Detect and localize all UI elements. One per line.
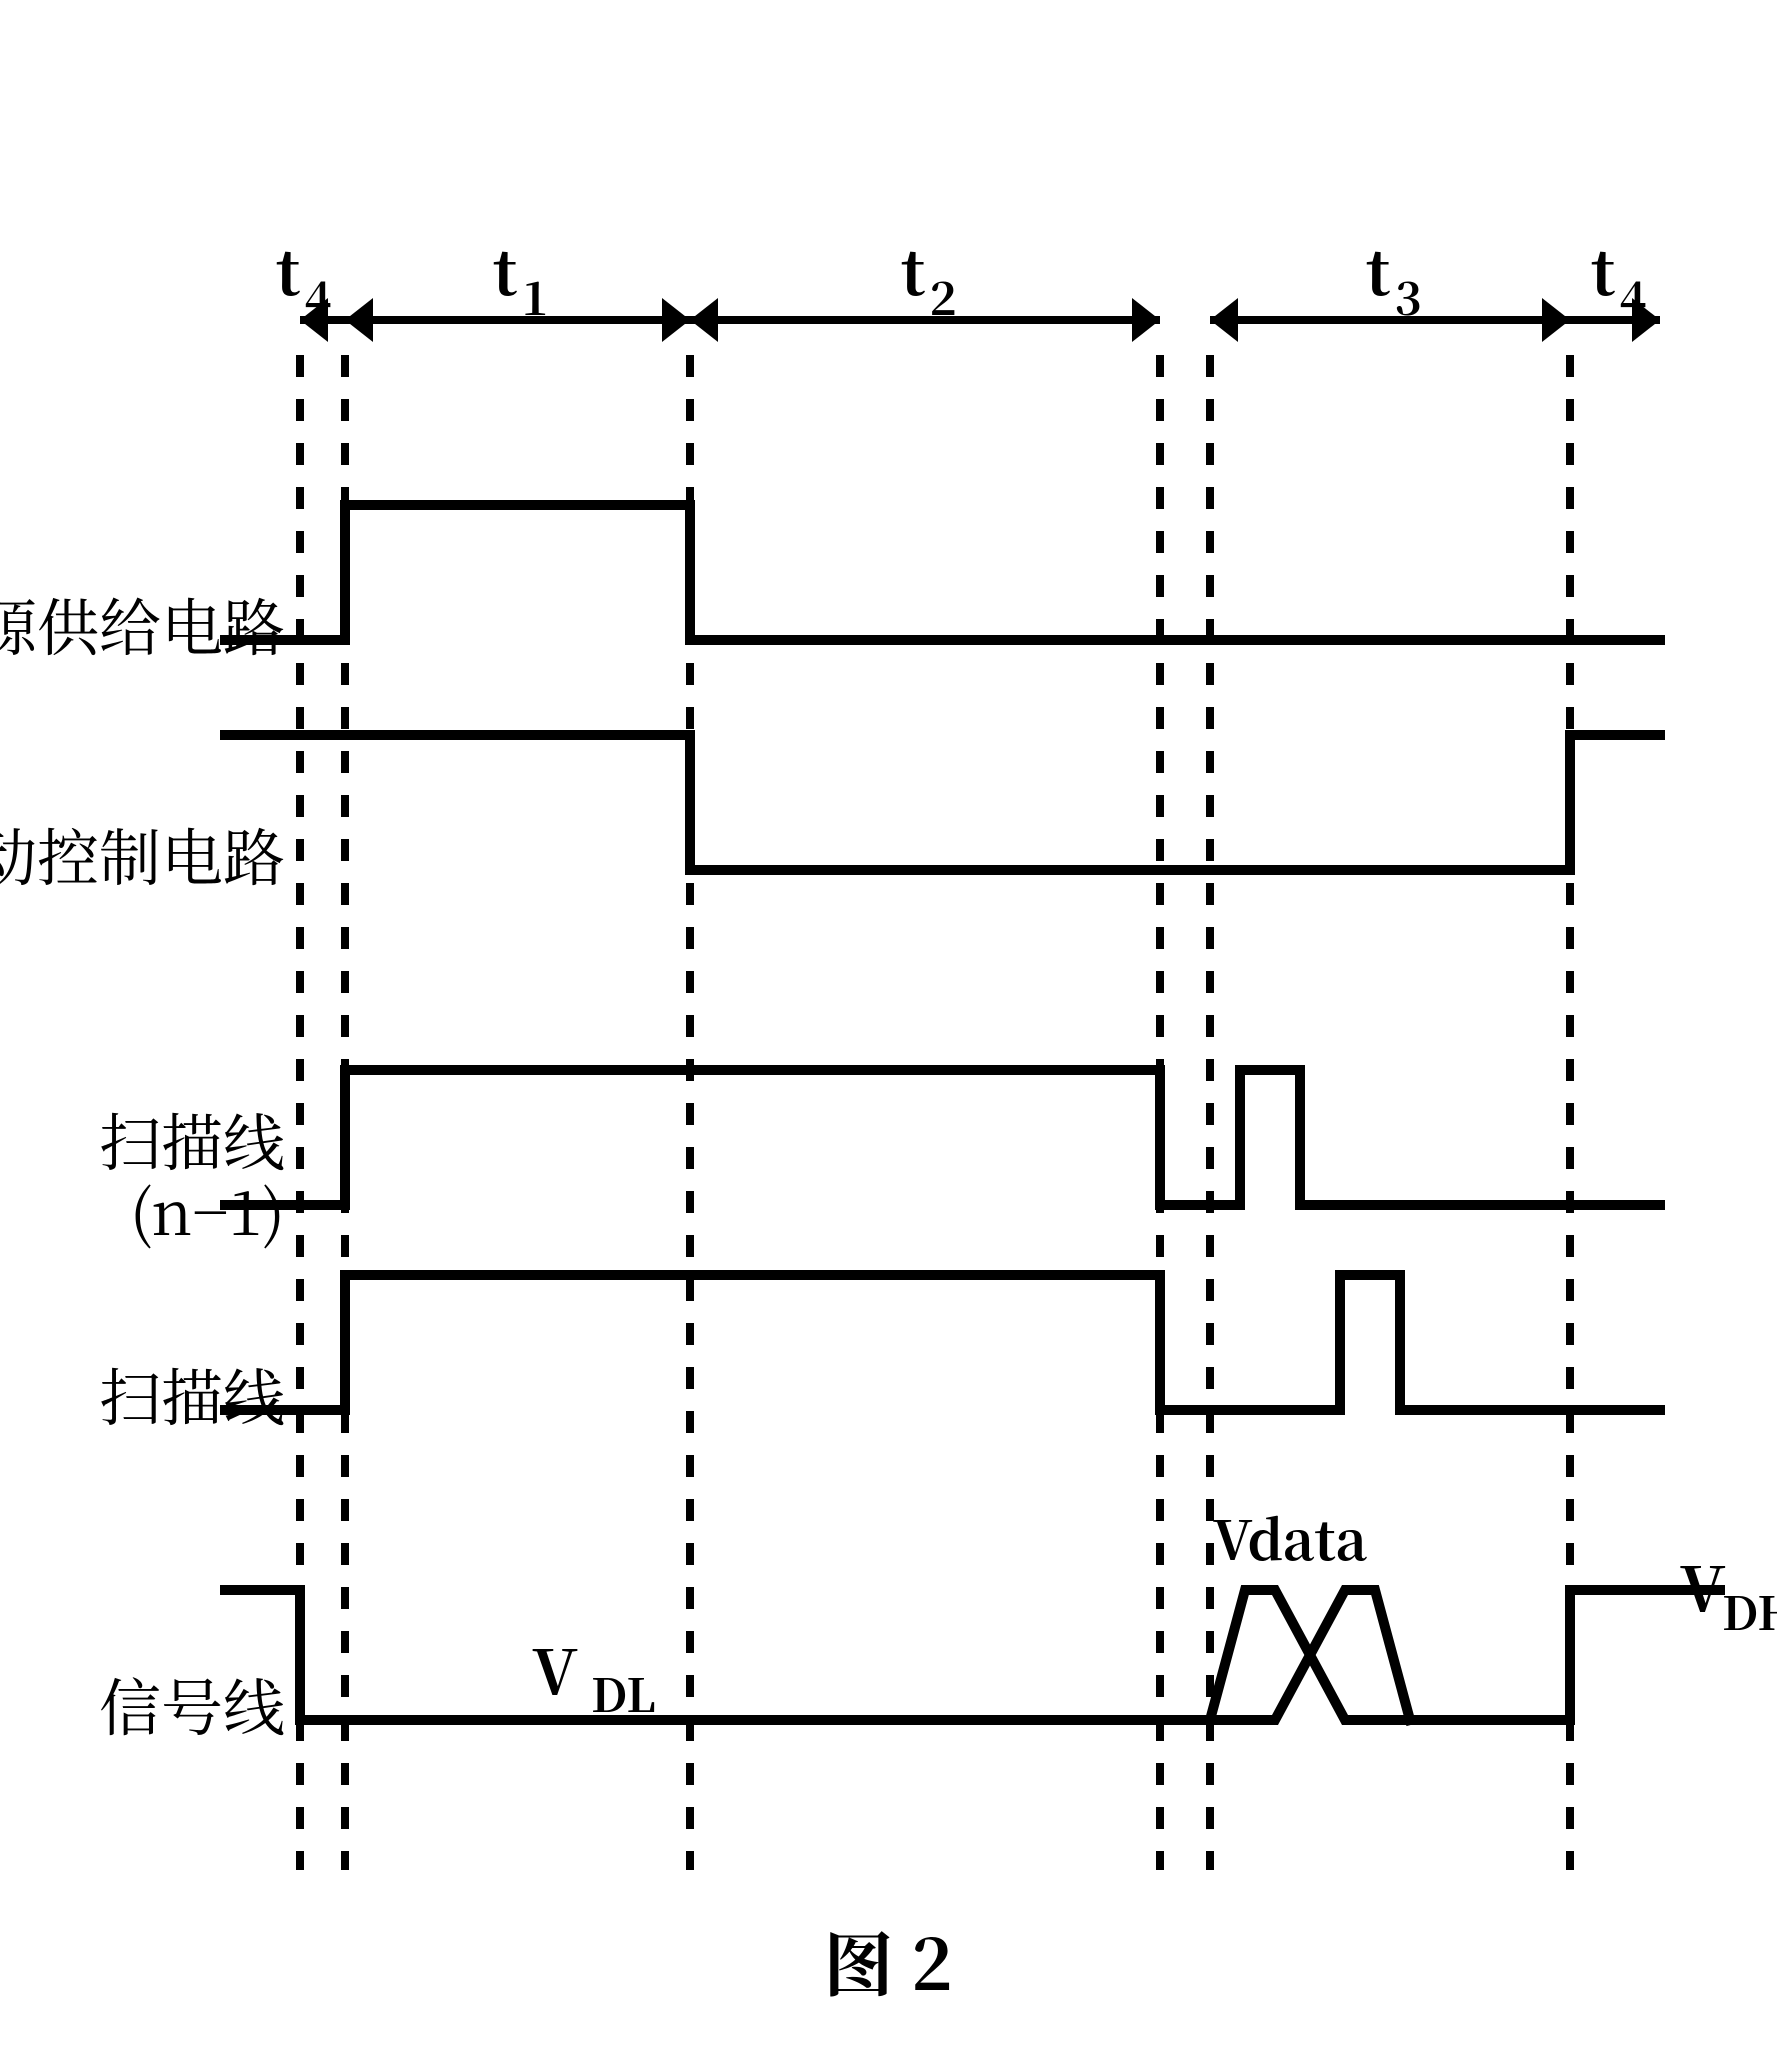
svg-text:t: t bbox=[901, 224, 926, 313]
arrow-head bbox=[662, 298, 690, 342]
power-supply-circuit-label: 电源供给电路 bbox=[0, 579, 285, 668]
time-label-t2: t2 bbox=[901, 224, 957, 329]
svg-text:t: t bbox=[276, 224, 301, 313]
signal-vdl-label: VDL bbox=[532, 1624, 655, 1726]
svg-text:4: 4 bbox=[304, 263, 331, 329]
signal-vdh-label: VDH bbox=[1680, 1541, 1777, 1644]
arrow-head bbox=[690, 298, 718, 342]
svg-text:t: t bbox=[493, 224, 518, 313]
signal-line-right bbox=[1410, 1590, 1720, 1720]
arrow-head bbox=[1132, 298, 1160, 342]
scan-line-label: 扫描线 bbox=[99, 1349, 285, 1438]
drive-control-circuit-label: 驱动控制电路 bbox=[0, 809, 285, 898]
scan-line-n-1-label: 扫描线(n−1) bbox=[99, 1094, 285, 1253]
svg-text:DL: DL bbox=[591, 1660, 656, 1726]
svg-text:DH: DH bbox=[1722, 1578, 1777, 1644]
time-label-t3: t3 bbox=[1366, 224, 1422, 329]
scan-line-n-1-waveform bbox=[225, 1070, 1660, 1205]
svg-text:扫描线: 扫描线 bbox=[99, 1349, 285, 1438]
signal-line-label: 信号线 bbox=[99, 1659, 285, 1748]
timing-diagram: t4t1t2t3t4电源供给电路驱动控制电路扫描线(n−1)扫描线信号线VDLV… bbox=[0, 0, 1777, 2055]
svg-text:电源供给电路: 电源供给电路 bbox=[0, 579, 285, 668]
arrow-head bbox=[345, 298, 373, 342]
time-label-t4b: t4 bbox=[1591, 224, 1647, 329]
signal-vdata-label: Vdata bbox=[1213, 1499, 1368, 1576]
power-supply-waveform bbox=[225, 505, 1660, 640]
svg-text:t: t bbox=[1591, 224, 1616, 313]
svg-text:1: 1 bbox=[521, 263, 548, 329]
svg-text:3: 3 bbox=[1394, 263, 1421, 329]
svg-text:V: V bbox=[532, 1624, 578, 1713]
svg-text:4: 4 bbox=[1619, 263, 1646, 329]
drive-control-waveform bbox=[225, 735, 1660, 870]
arrow-head bbox=[1210, 298, 1238, 342]
svg-text:信号线: 信号线 bbox=[99, 1659, 285, 1748]
scan-line-waveform bbox=[225, 1275, 1660, 1410]
svg-text:V: V bbox=[1680, 1541, 1726, 1630]
svg-text:t: t bbox=[1366, 224, 1391, 313]
signal-line-left bbox=[225, 1590, 1210, 1720]
figure-label: 图 2 bbox=[823, 1910, 952, 2011]
svg-text:2: 2 bbox=[929, 263, 956, 329]
svg-text:驱动控制电路: 驱动控制电路 bbox=[0, 809, 285, 898]
time-label-t1: t1 bbox=[493, 224, 549, 329]
time-label-t4a: t4 bbox=[276, 224, 332, 329]
arrow-head bbox=[1542, 298, 1570, 342]
